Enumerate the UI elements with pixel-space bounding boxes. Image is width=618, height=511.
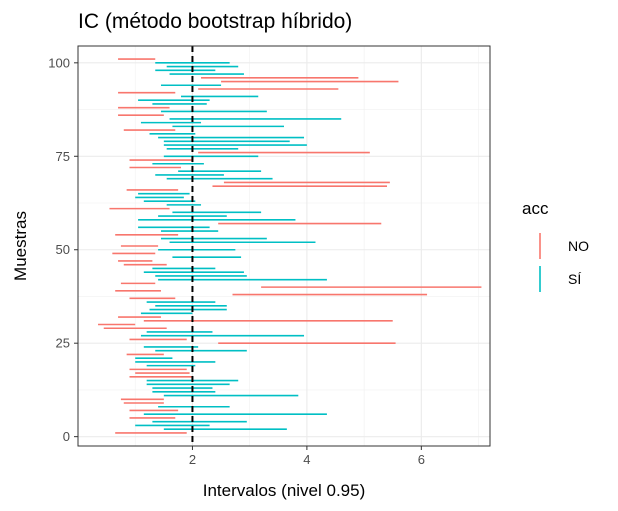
plot-panel [77,45,491,447]
chart-title: IC (método bootstrap híbrido) [78,10,352,33]
y-axis: 0 25 50 75 100 [48,55,78,444]
interval-segments [98,58,482,434]
y-tick-label: 75 [56,149,70,164]
legend-label: NO [568,238,589,254]
y-tick-label: 0 [63,429,70,444]
y-axis-title: Muestras [11,211,30,281]
x-tick-label: 2 [189,452,196,467]
x-axis-title: Intervalos (nivel 0.95) [203,481,366,500]
legend: acc NO SÍ [522,199,589,292]
x-tick-label: 4 [303,452,310,467]
y-tick-label: 100 [48,55,70,70]
panel-border [77,45,491,447]
y-tick-label: 25 [56,336,70,351]
legend-title: acc [522,199,549,218]
legend-label: SÍ [568,271,581,287]
legend-entries: NO SÍ [539,233,589,292]
grid-lines [78,46,490,446]
x-tick-label: 6 [418,452,425,467]
y-tick-label: 50 [56,242,70,257]
x-axis: 2 4 6 [189,446,425,467]
